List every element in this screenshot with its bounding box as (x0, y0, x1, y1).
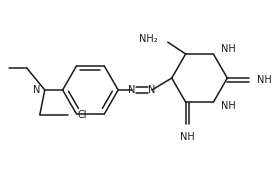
Text: N: N (33, 85, 41, 95)
Text: N: N (148, 85, 156, 95)
Text: NH: NH (221, 44, 236, 54)
Text: NH₂: NH₂ (139, 34, 158, 44)
Text: NH: NH (257, 75, 272, 85)
Text: NH: NH (180, 132, 195, 142)
Text: NH: NH (221, 101, 236, 111)
Text: N: N (128, 85, 136, 95)
Text: Cl: Cl (78, 110, 87, 120)
